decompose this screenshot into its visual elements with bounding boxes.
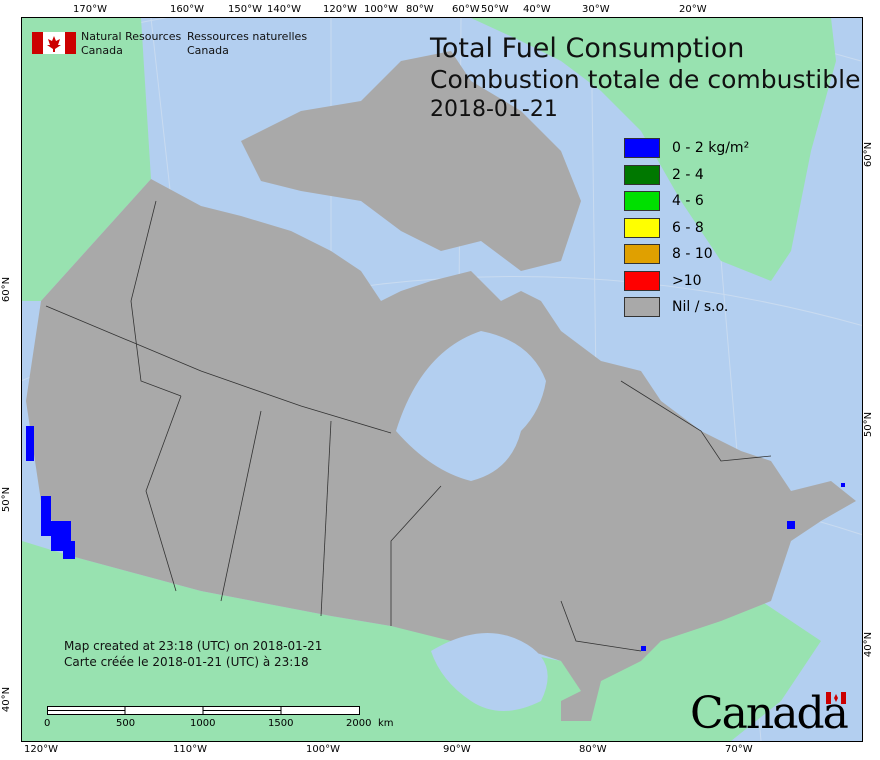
top-tick-label: 20°W bbox=[679, 4, 707, 15]
legend-item: 0 - 2 kg/m² bbox=[624, 135, 749, 162]
right-tick-label: 50°N bbox=[863, 411, 875, 438]
bottom-tick-label: 70°W bbox=[725, 744, 753, 755]
top-tick-label: 120°W bbox=[323, 4, 357, 15]
great-lakes bbox=[431, 633, 548, 711]
canada-flag-icon bbox=[32, 32, 76, 54]
scale-label: 1000 bbox=[190, 718, 216, 729]
legend-swatch bbox=[624, 244, 660, 265]
legend-swatch bbox=[624, 191, 660, 212]
province-borders bbox=[45, 200, 772, 652]
legend-swatch bbox=[624, 297, 660, 318]
legend-item: 8 - 10 bbox=[624, 241, 749, 268]
left-tick-label: 60°N bbox=[1, 276, 13, 303]
agency-fr-line2: Canada bbox=[187, 44, 229, 57]
legend-label: >10 bbox=[672, 272, 702, 289]
legend-item: Nil / s.o. bbox=[624, 294, 749, 321]
top-tick-label: 50°W bbox=[481, 4, 509, 15]
legend-swatch bbox=[624, 138, 660, 159]
legend-label: 4 - 6 bbox=[672, 193, 704, 210]
title-en: Total Fuel Consumption bbox=[430, 33, 745, 64]
created-fr: Carte créée le 2018-01-21 (UTC) à 23:18 bbox=[64, 655, 309, 669]
legend-item: 4 - 6 bbox=[624, 188, 749, 215]
agency-en-line1: Natural Resources bbox=[81, 30, 182, 43]
bottom-tick-label: 100°W bbox=[306, 744, 340, 755]
creation-note: Map created at 23:18 (UTC) on 2018-01-21… bbox=[64, 638, 322, 670]
bottom-tick-label: 120°W bbox=[24, 744, 58, 755]
title-fr: Combustion totale de combustible bbox=[430, 65, 861, 94]
top-tick-label: 140°W bbox=[267, 4, 301, 15]
top-tick-label: 150°W bbox=[228, 4, 262, 15]
legend-swatch bbox=[624, 270, 660, 291]
right-tick-label: 40°N bbox=[863, 631, 875, 658]
scale-bar bbox=[47, 706, 360, 715]
agency-en-line2: Canada bbox=[81, 44, 123, 57]
left-tick-label: 40°N bbox=[1, 686, 13, 713]
map-title: Total Fuel Consumption Combustion totale… bbox=[430, 34, 860, 125]
legend: 0 - 2 kg/m² 2 - 4 4 - 6 6 - 8 8 - 10 >10 Nil /… bbox=[624, 135, 749, 321]
right-tick-label: 60°N bbox=[863, 141, 875, 168]
legend-item: 6 - 8 bbox=[624, 215, 749, 242]
bottom-tick-label: 90°W bbox=[443, 744, 471, 755]
scale-label: 500 bbox=[116, 718, 136, 729]
top-tick-label: 170°W bbox=[73, 4, 107, 15]
fire-pixels bbox=[26, 426, 845, 651]
top-tick-label: 30°W bbox=[582, 4, 610, 15]
legend-label: Nil / s.o. bbox=[672, 299, 729, 316]
legend-label: 2 - 4 bbox=[672, 166, 704, 183]
left-tick-label: 50°N bbox=[1, 486, 13, 513]
scale-label: 1500 bbox=[268, 718, 294, 729]
created-en: Map created at 23:18 (UTC) on 2018-01-21 bbox=[64, 639, 323, 653]
top-tick-label: 100°W bbox=[364, 4, 398, 15]
usa-land bbox=[22, 541, 821, 741]
map-frame[interactable] bbox=[21, 17, 863, 742]
bottom-tick-label: 80°W bbox=[579, 744, 607, 755]
legend-swatch bbox=[624, 164, 660, 185]
top-tick-label: 80°W bbox=[406, 4, 434, 15]
scale-unit: km bbox=[378, 718, 394, 729]
legend-swatch bbox=[624, 217, 660, 238]
hudson-bay bbox=[396, 331, 546, 481]
wordmark-flag-icon bbox=[826, 692, 846, 704]
top-tick-label: 60°W bbox=[452, 4, 480, 15]
canada-wordmark: Canada bbox=[690, 688, 849, 739]
top-tick-label: 160°W bbox=[170, 4, 204, 15]
title-date: 2018-01-21 bbox=[430, 97, 558, 122]
arctic-islands bbox=[241, 51, 581, 271]
top-tick-label: 40°W bbox=[523, 4, 551, 15]
legend-item: 2 - 4 bbox=[624, 162, 749, 189]
scale-label: 2000 bbox=[346, 718, 372, 729]
legend-label: 6 - 8 bbox=[672, 219, 704, 236]
legend-item: >10 bbox=[624, 268, 749, 295]
scale-label: 0 bbox=[44, 718, 51, 729]
agency-fr-line1: Ressources naturelles bbox=[187, 30, 308, 43]
bottom-tick-label: 110°W bbox=[173, 744, 207, 755]
alaska-land bbox=[22, 18, 151, 301]
map-canvas bbox=[22, 18, 862, 741]
legend-label: 0 - 2 kg/m² bbox=[672, 140, 750, 157]
legend-label: 8 - 10 bbox=[672, 246, 713, 263]
